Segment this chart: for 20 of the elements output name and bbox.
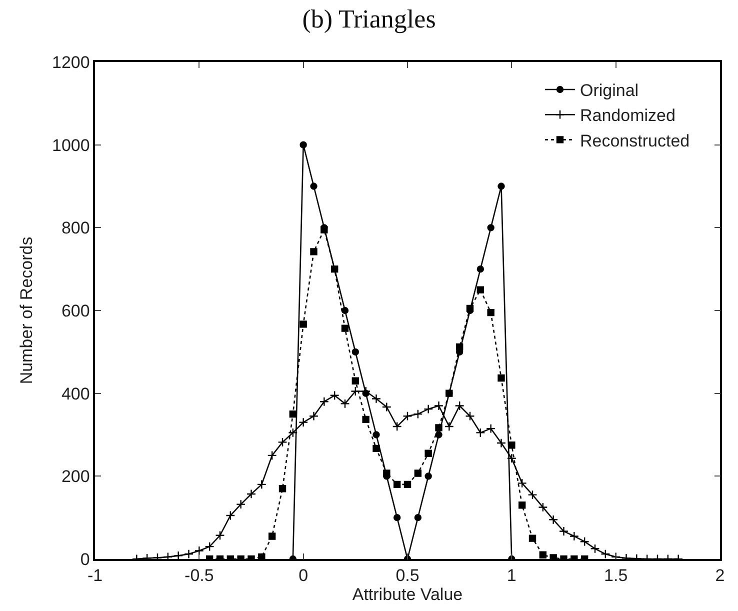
- x-tick-label: 0.5: [396, 566, 420, 586]
- y-tick-label: 200: [61, 467, 90, 486]
- y-tick-label: 0: [80, 550, 90, 569]
- y-tick-label: 800: [61, 218, 90, 238]
- y-tick-label: 600: [61, 301, 90, 320]
- y-axis-title: Number of Records: [17, 236, 36, 384]
- y-tick-label: 1200: [52, 52, 90, 72]
- x-tick-label: 0: [298, 566, 308, 586]
- x-tick-label: 1: [506, 566, 516, 586]
- chart-title: (b) Triangles: [302, 4, 436, 34]
- x-tick-label: 2: [715, 566, 725, 586]
- y-tick-label: 1000: [52, 136, 90, 155]
- x-tick-label: -1: [87, 566, 103, 586]
- legend-label: Randomized: [580, 106, 676, 126]
- x-tick-label: -0.5: [184, 566, 214, 586]
- x-axis-title: Attribute Value: [352, 585, 463, 604]
- legend-label: Reconstructed: [580, 131, 690, 150]
- x-tick-label: 1.5: [604, 566, 628, 586]
- legend-label: Original: [580, 81, 639, 100]
- y-tick-label: 400: [61, 384, 90, 404]
